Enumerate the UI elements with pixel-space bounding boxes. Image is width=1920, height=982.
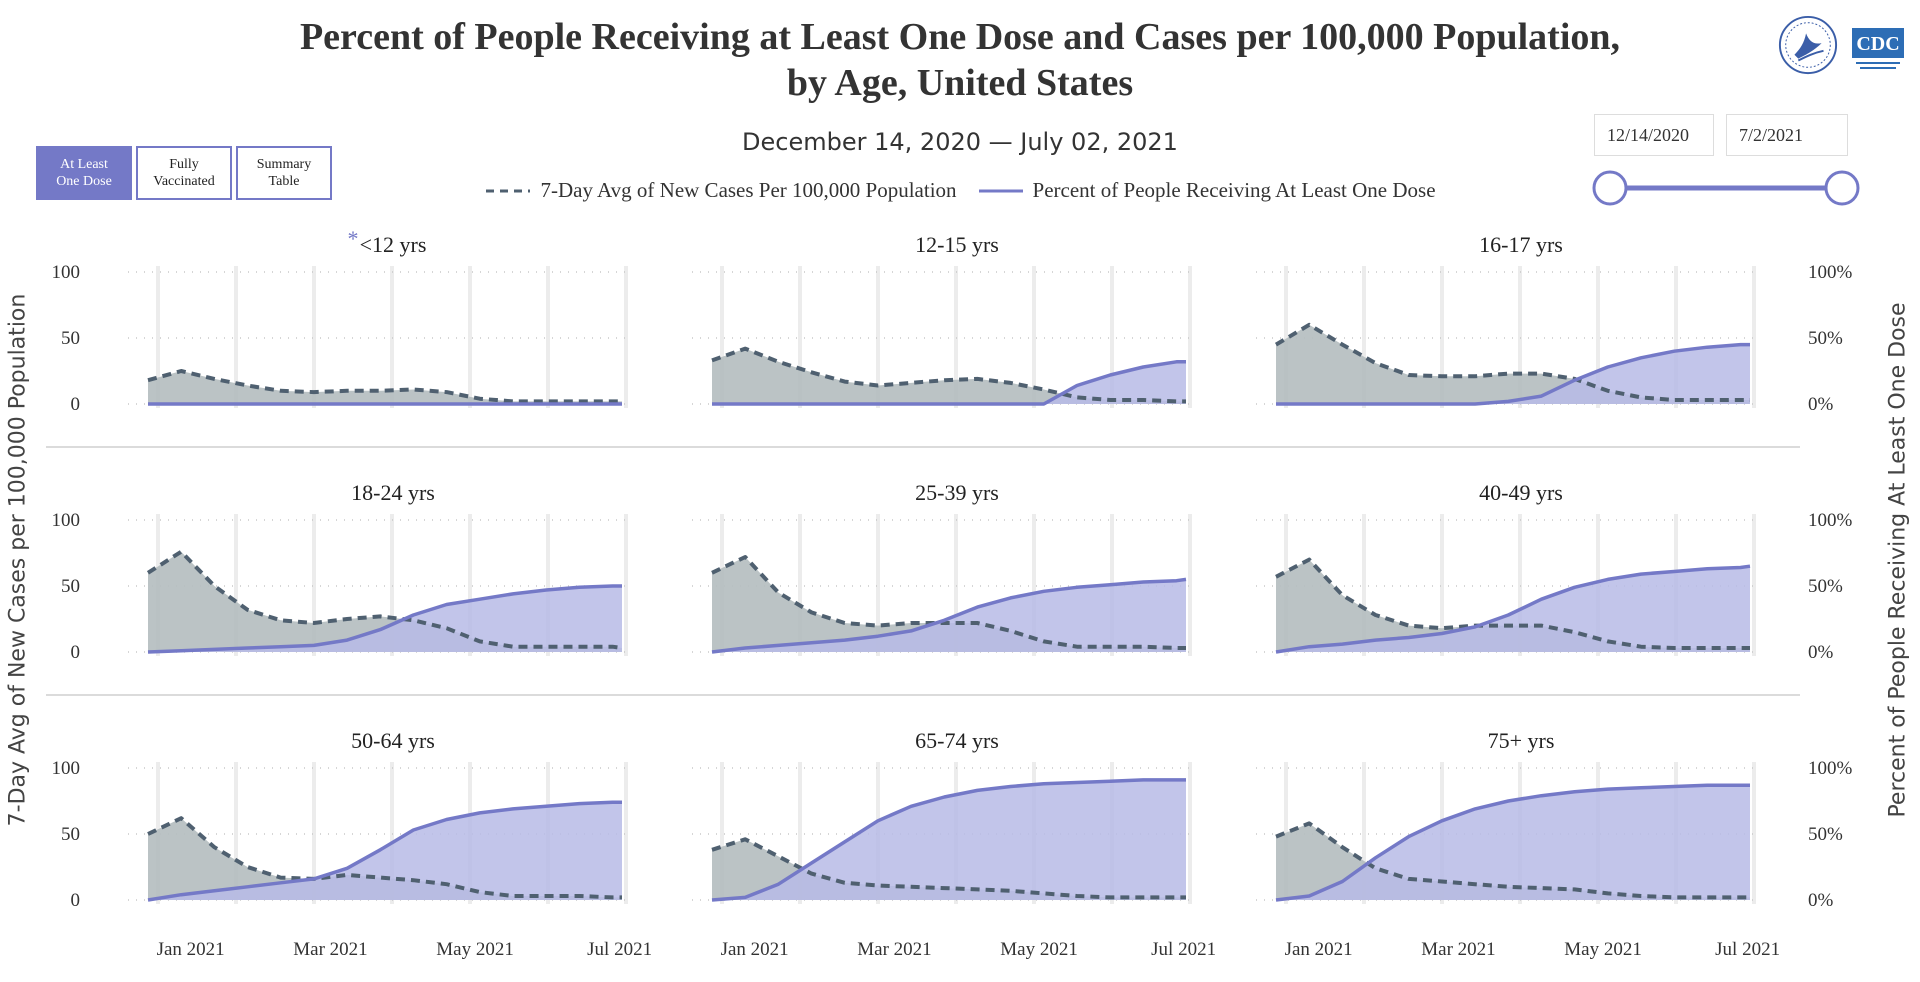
panel-title: 50-64 yrs (351, 728, 435, 753)
dose-area (148, 586, 622, 652)
panel-footnote-star: * (348, 226, 359, 251)
panel-title: 16-17 yrs (1479, 232, 1563, 257)
cases-line (1275, 557, 1750, 650)
dose-area (1276, 566, 1750, 652)
right-tick-label: 100% (1808, 510, 1853, 531)
panel-title: 25-39 yrs (915, 480, 999, 505)
cases-area (148, 551, 622, 652)
x-tick-label: Jan 2021 (1285, 939, 1353, 960)
right-tick-label: 100% (1808, 262, 1853, 283)
cases-area (148, 818, 622, 900)
left-tick-label: 50 (61, 328, 80, 349)
dose-line (1275, 783, 1750, 902)
cases-line (711, 837, 1186, 900)
cases-line (1275, 821, 1750, 900)
x-tick-label: May 2021 (1000, 939, 1078, 960)
cases-area (1276, 559, 1750, 652)
tab-summary-table[interactable]: Summary Table (236, 146, 332, 200)
left-tick-label: 0 (71, 890, 81, 911)
legend-item-dose[interactable]: Percent of People Receiving At Least One… (977, 178, 1436, 203)
panel-title: <12 yrs (360, 232, 427, 257)
left-tick-label: 100 (52, 262, 81, 283)
left-tick-label: 100 (52, 510, 81, 531)
cases-line (711, 555, 1186, 650)
x-tick-label: Mar 2021 (1421, 939, 1495, 960)
dose-area (1276, 344, 1750, 404)
cases-line (711, 346, 1186, 404)
x-tick-label: Jan 2021 (157, 939, 225, 960)
cases-area (148, 371, 622, 404)
dose-area (712, 779, 1186, 900)
x-tick-label: Mar 2021 (293, 939, 367, 960)
x-tick-label: Jan 2021 (721, 939, 789, 960)
right-tick-label: 100% (1808, 758, 1853, 779)
x-tick-label: May 2021 (436, 939, 514, 960)
right-tick-label: 50% (1808, 328, 1843, 349)
x-tick-label: Mar 2021 (857, 939, 931, 960)
tab-fully-vaccinated[interactable]: Fully Vaccinated (136, 146, 232, 200)
cdc-logo-text: CDC (1856, 33, 1899, 55)
chart-title-line2: by Age, United States (786, 62, 1134, 104)
right-tick-label: 0% (1808, 642, 1834, 663)
panel-title: 12-15 yrs (915, 232, 999, 257)
end-date-input[interactable]: 7/2/2021 (1726, 114, 1848, 156)
legend-label-dose: Percent of People Receiving At Least One… (1032, 178, 1436, 202)
panel-title: 75+ yrs (1488, 728, 1555, 753)
left-tick-label: 0 (71, 642, 81, 663)
cases-line (147, 816, 622, 900)
slider-end-handle[interactable] (1824, 170, 1860, 206)
left-tick-label: 0 (71, 394, 81, 415)
tab-at-least-one-dose[interactable]: At Least One Dose (36, 146, 132, 200)
x-tick-label: Jul 2021 (1151, 939, 1216, 960)
cdc-logo: CDC (1852, 28, 1904, 69)
right-tick-label: 0% (1808, 890, 1834, 911)
date-range-slider[interactable] (1592, 170, 1860, 206)
dose-line (711, 778, 1186, 902)
dose-line (712, 360, 1186, 406)
legend-label-cases: 7-Day Avg of New Cases Per 100,000 Popul… (540, 178, 957, 202)
cases-line (146, 549, 623, 650)
right-tick-label: 50% (1808, 576, 1843, 597)
dose-line (1275, 564, 1751, 654)
chart-title: Percent of People Receiving at Least One… (0, 14, 1920, 106)
cases-line (1274, 322, 1750, 402)
right-tick-label: 50% (1808, 824, 1843, 845)
panel-title: 40-49 yrs (1479, 480, 1563, 505)
legend: 7-Day Avg of New Cases Per 100,000 Popul… (0, 178, 1920, 203)
hhs-logo (1778, 15, 1838, 75)
dose-line (147, 584, 622, 654)
chart-subtitle: December 14, 2020 — July 02, 2021 (742, 128, 1178, 156)
left-tick-label: 50 (61, 824, 80, 845)
panel-title: 65-74 yrs (915, 728, 999, 753)
left-tick-label: 50 (61, 576, 80, 597)
legend-item-cases[interactable]: 7-Day Avg of New Cases Per 100,000 Popul… (484, 178, 957, 203)
dose-line (711, 577, 1187, 654)
x-tick-label: Jul 2021 (1715, 939, 1780, 960)
dose-line (147, 800, 622, 902)
chart-title-line1: Percent of People Receiving at Least One… (299, 16, 1621, 58)
panel-title: 18-24 yrs (351, 480, 435, 505)
dose-area (1276, 785, 1750, 900)
x-tick-label: Jul 2021 (587, 939, 652, 960)
left-tick-label: 100 (52, 758, 81, 779)
slider-start-handle[interactable] (1592, 170, 1628, 206)
dose-area (148, 802, 622, 900)
x-tick-label: May 2021 (1564, 939, 1642, 960)
start-date-input[interactable]: 12/14/2020 (1594, 114, 1714, 156)
legend-swatch-solid (978, 189, 1023, 192)
dose-line (1276, 342, 1750, 406)
right-tick-label: 0% (1808, 394, 1834, 415)
cases-area (712, 557, 1186, 652)
legend-swatch-dashed (486, 189, 531, 192)
cases-area (712, 348, 1186, 404)
dose-area (712, 579, 1186, 652)
cases-area (1276, 324, 1750, 404)
view-toggle-group: At Least One Dose Fully Vaccinated Summa… (36, 146, 336, 200)
